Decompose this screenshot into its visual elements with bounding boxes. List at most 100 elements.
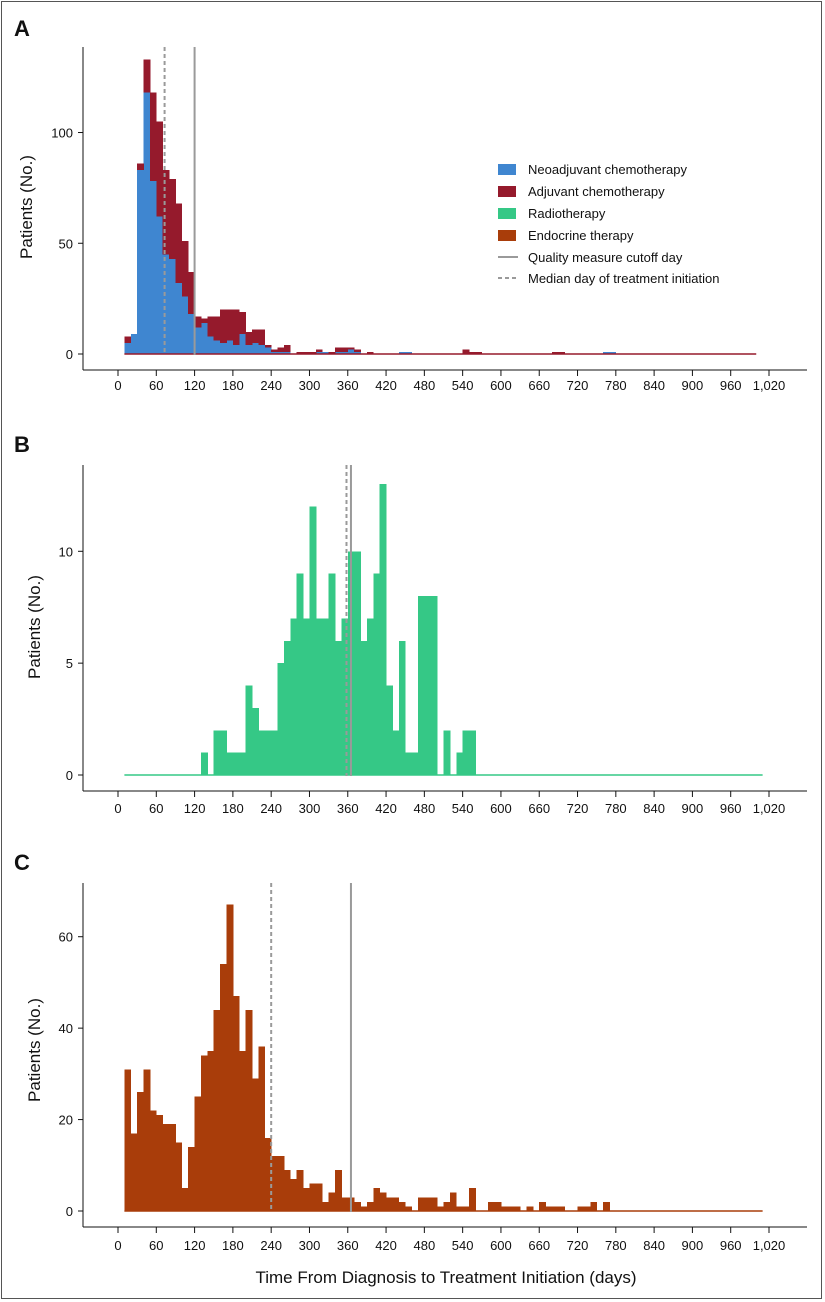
panel-c-bar: [386, 1197, 393, 1211]
panel-c-bar: [290, 1179, 298, 1211]
panel-b-bar: [335, 640, 342, 775]
legend-swatch-adjuvant: [498, 186, 516, 197]
panel-b-x-tick-label: 240: [260, 801, 282, 816]
panel-a-bar: [213, 316, 221, 341]
panel-a-bar: [239, 311, 247, 335]
panel-a-bar: [315, 351, 323, 354]
panel-c-bar: [252, 1078, 259, 1211]
panel-a-bar: [252, 342, 259, 354]
panel-c-bar: [577, 1206, 585, 1211]
panel-a-bar: [213, 340, 221, 354]
panel-a-bar: [200, 322, 208, 354]
panel-a-bar: [264, 345, 272, 348]
panel-c-x-tick-label: 480: [414, 1238, 436, 1253]
panel-c-bar: [322, 1201, 330, 1211]
panel-c-bar: [169, 1124, 176, 1211]
panel-b-bar: [411, 752, 419, 775]
panel-c-bar: [488, 1201, 495, 1211]
panel-a-bar: [258, 329, 266, 346]
panel-a-bar: [194, 316, 202, 328]
panel-b-x-tick-label: 180: [222, 801, 244, 816]
panel-b-bar: [239, 752, 247, 775]
panel-a-bar: [220, 309, 227, 343]
panel-a-bar: [226, 340, 234, 354]
legend-swatch-radiotherapy: [498, 208, 516, 219]
panel-b-bar: [264, 730, 272, 775]
panel-b-bar: [366, 618, 374, 775]
panel-c-bar: [507, 1206, 515, 1211]
panel-a-x-tick-label: 60: [149, 378, 163, 393]
panel-b-bar: [315, 618, 323, 775]
panel-label-c: C: [14, 850, 30, 875]
panel-c-bar: [354, 1201, 361, 1211]
panel-a-bar: [328, 351, 336, 354]
panel-a-y-tick-label: 100: [51, 126, 73, 141]
panel-c-bar: [220, 964, 227, 1211]
panel-a-x-tick-label: 420: [375, 378, 397, 393]
panel-c-bar: [424, 1197, 432, 1211]
panel-c-bar: [124, 1069, 132, 1211]
panel-c-bar: [207, 1051, 215, 1211]
panel-b-bar: [245, 685, 253, 775]
panel-a-bar: [258, 345, 266, 354]
panel-c-bar: [583, 1206, 591, 1211]
panel-c-bar: [162, 1124, 170, 1211]
panel-c-x-tick-label: 780: [605, 1238, 627, 1253]
panel-a-bar: [341, 351, 349, 354]
panel-label-a: A: [14, 16, 30, 41]
panel-b-bar: [462, 730, 470, 775]
panel-b-bar: [232, 752, 240, 775]
panel-a-bar: [188, 314, 195, 354]
panel-b-y-tick-label: 0: [66, 768, 73, 783]
panel-c-bar: [494, 1201, 502, 1211]
panel-a-bar: [181, 241, 189, 297]
panel-a-bar: [354, 351, 361, 354]
panel-label-b: B: [14, 432, 30, 457]
panel-c-x-tick-label: 0: [114, 1238, 121, 1253]
panel-c-y-tick-label: 20: [59, 1113, 73, 1128]
panel-c-bar: [296, 1169, 304, 1211]
panel-a-bar: [232, 345, 240, 354]
panel-a-bar: [277, 347, 285, 352]
panel-c-x-tick-label: 360: [337, 1238, 359, 1253]
panel-c-x-tick-label: 1,020: [753, 1238, 786, 1253]
panel-a-bar: [335, 347, 342, 352]
panel-c-x-tick-label: 180: [222, 1238, 244, 1253]
legend-entry-adjuvant: Adjuvant chemotherapy: [498, 184, 665, 199]
panel-c-x-tick-label: 600: [490, 1238, 512, 1253]
panel-a-chart: 0 50 100 0 60 120 180 240 300 360 420 480 540 600 660 7…: [51, 47, 807, 393]
panel-c-bar: [328, 1192, 336, 1211]
panel-b-bar: [417, 596, 425, 775]
panel-a-x-tick-label: 660: [528, 378, 550, 393]
panel-a-bar: [226, 309, 234, 341]
panel-b-bar: [328, 573, 336, 775]
panel-c-bar: [558, 1206, 566, 1211]
panel-b-y-tick-label: 5: [66, 656, 73, 671]
panel-a-x-tick-label: 480: [414, 378, 436, 393]
panel-c-bar: [373, 1188, 381, 1211]
panel-c-bar: [341, 1197, 349, 1211]
panel-a-x-tick-label: 600: [490, 378, 512, 393]
panel-b-x-tick-label: 360: [337, 801, 359, 816]
panel-c-y-tick-label: 60: [59, 930, 73, 945]
panel-a-bar: [181, 296, 189, 354]
panel-b-x-tick-label: 600: [490, 801, 512, 816]
panel-c-bar: [315, 1183, 323, 1211]
panel-a-bar: [124, 336, 132, 343]
panel-b-bar: [226, 752, 234, 775]
panel-a-bar: [143, 59, 151, 93]
panel-b-bar: [220, 730, 227, 775]
panel-b-bar: [213, 730, 221, 775]
panel-a-bar: [354, 349, 361, 352]
panel-b-bar: [277, 663, 285, 775]
panel-b-y-tick-label: 10: [59, 544, 73, 559]
panel-b-bar: [360, 640, 368, 775]
panel-b-bar: [354, 551, 361, 775]
legend-label-median: Median day of treatment initiation: [528, 271, 720, 286]
panel-a-bar: [200, 318, 208, 323]
panel-a-x-tick-label: 780: [605, 378, 627, 393]
panel-b-bar: [405, 752, 412, 775]
legend-label-radiotherapy: Radiotherapy: [528, 206, 606, 221]
